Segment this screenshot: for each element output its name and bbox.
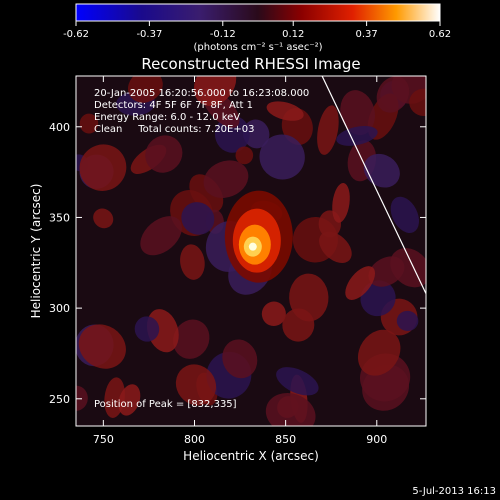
background-blob (243, 119, 270, 149)
x-axis-label: Heliocentric X (arcsec) (183, 449, 319, 463)
colorbar-unit-label: (photons cm⁻² s⁻¹ asec⁻²) (193, 42, 322, 53)
x-tick-label: 750 (93, 433, 114, 446)
background-blob (317, 105, 339, 155)
background-blob (193, 76, 237, 106)
background-blob (357, 329, 401, 376)
background-blob (345, 266, 376, 300)
annotation-energy-range: Energy Range: 6.0 - 12.0 keV (94, 112, 240, 123)
plot-frame (75, 75, 427, 427)
colorbar-tick-label: 0.12 (282, 29, 304, 40)
background-blob (360, 280, 396, 317)
background-blob (390, 248, 426, 288)
background-blob (180, 244, 205, 280)
colorbar-frame (75, 3, 441, 22)
background-blob (118, 384, 141, 416)
background-blob (319, 231, 352, 263)
background-blob (363, 153, 400, 188)
background-blob (78, 324, 126, 369)
background-blob (266, 101, 304, 121)
chart-title: Reconstructed RHESSI Image (141, 55, 360, 73)
peak-position-label: Position of Peak = [832,335] (94, 399, 237, 410)
background-blob (336, 125, 378, 146)
annotation-time-range: 20-Jan-2005 16:20:56.000 to 16:23:08.000 (94, 88, 309, 99)
background-blob (79, 144, 127, 191)
colorbar-tick-label: -0.12 (210, 29, 236, 40)
background-blob (222, 339, 258, 379)
background-blob (276, 367, 319, 396)
background-blob (134, 316, 160, 342)
background-blob (261, 301, 286, 327)
x-tick-label: 850 (275, 433, 296, 446)
background-blob (175, 364, 217, 406)
background-blob (259, 134, 305, 180)
colorbar-tick-label: -0.62 (63, 29, 89, 40)
background-blob (265, 392, 316, 426)
footer-timestamp: 5-Jul-2013 16:13 (412, 486, 496, 497)
colorbar-tick-label: -0.37 (136, 29, 162, 40)
solar-limb-curve (321, 76, 426, 294)
y-axis-label: Heliocentric Y (arcsec) (29, 184, 43, 319)
background-blob (181, 202, 215, 235)
background-blob (235, 146, 254, 165)
y-tick-label: 400 (49, 121, 70, 134)
annotation-detectors: Detectors: 4F 5F 6F 7F 8F, Att 1 (94, 100, 253, 111)
background-blob (396, 310, 419, 332)
y-tick-label: 300 (49, 302, 70, 315)
background-blob (340, 90, 376, 136)
x-tick-label: 800 (184, 433, 205, 446)
background-blob (79, 113, 99, 134)
background-blob (376, 76, 410, 113)
background-blob (93, 208, 114, 229)
background-blob (282, 308, 315, 342)
y-tick-label: 350 (49, 211, 70, 224)
heatmap-image (76, 76, 426, 426)
x-tick-label: 900 (366, 433, 387, 446)
background-blob (140, 216, 182, 256)
colorbar (76, 4, 440, 21)
background-blob (203, 160, 249, 199)
flare-peak (248, 242, 257, 251)
annotation-clean-counts: Clean Total counts: 7.20E+03 (94, 124, 254, 135)
background-blob (173, 319, 210, 359)
background-blob (127, 76, 163, 103)
background-blob (409, 88, 426, 116)
background-blob (145, 135, 183, 173)
background-blob (332, 182, 350, 223)
colorbar-tick-label: 0.62 (429, 29, 451, 40)
y-tick-label: 250 (49, 393, 70, 406)
background-blob (390, 196, 420, 233)
colorbar-tick-label: 0.37 (355, 29, 377, 40)
